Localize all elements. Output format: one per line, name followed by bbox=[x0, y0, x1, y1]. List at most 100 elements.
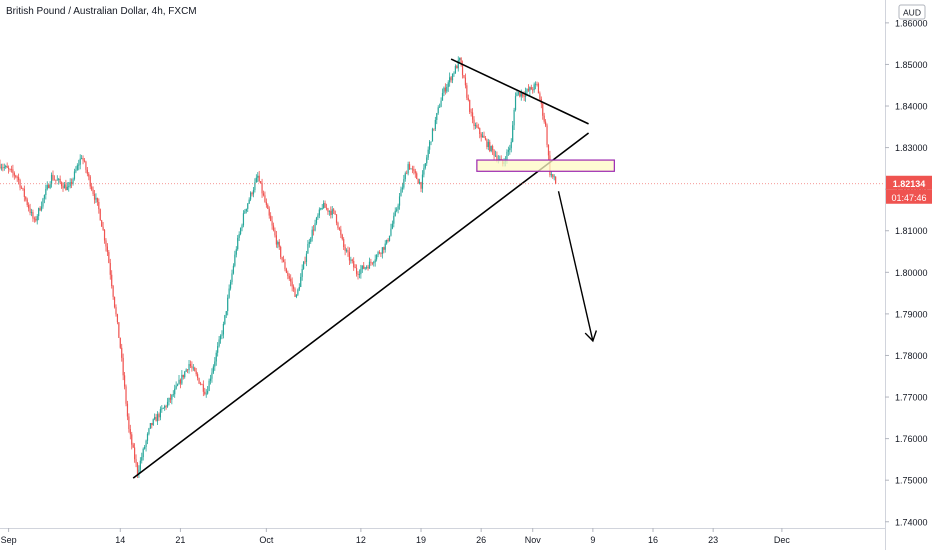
candle bbox=[374, 254, 376, 267]
currency-badge-label: AUD bbox=[903, 8, 921, 18]
candle bbox=[255, 174, 257, 183]
candle-body bbox=[295, 294, 298, 297]
candle-body bbox=[408, 164, 411, 170]
candle bbox=[534, 81, 537, 90]
candle bbox=[7, 165, 10, 174]
candle-body bbox=[489, 141, 491, 152]
candle-body bbox=[343, 239, 345, 248]
candle bbox=[287, 270, 289, 280]
candle-body bbox=[523, 95, 525, 97]
y-tick-label: 1.78000 bbox=[895, 351, 928, 361]
candle bbox=[132, 442, 134, 448]
candle-body bbox=[348, 252, 351, 261]
candle bbox=[397, 203, 399, 214]
candle bbox=[355, 264, 358, 277]
candle bbox=[169, 393, 172, 403]
candle-body bbox=[477, 127, 479, 129]
candle bbox=[297, 288, 299, 297]
candle bbox=[460, 57, 462, 67]
candle bbox=[52, 170, 54, 181]
candle-body bbox=[211, 372, 213, 379]
candle-body bbox=[471, 112, 474, 120]
candle-body bbox=[506, 151, 508, 161]
candle bbox=[353, 257, 355, 271]
candle bbox=[414, 168, 416, 178]
candle-body bbox=[83, 160, 86, 162]
candle-body bbox=[444, 87, 446, 92]
candle bbox=[75, 166, 77, 174]
candle-body bbox=[457, 59, 459, 69]
candle-body bbox=[192, 367, 194, 369]
candle bbox=[197, 372, 199, 381]
candle bbox=[288, 273, 290, 281]
candle-body bbox=[555, 176, 557, 184]
candle-body bbox=[2, 167, 4, 169]
candle-body bbox=[119, 337, 121, 348]
candle bbox=[254, 178, 256, 193]
candle bbox=[507, 146, 509, 156]
candle bbox=[25, 196, 27, 202]
candle-body bbox=[93, 193, 96, 200]
candle bbox=[55, 179, 57, 185]
candle bbox=[403, 174, 405, 190]
candle-body bbox=[191, 366, 193, 368]
candle-body bbox=[91, 186, 93, 190]
candle-body bbox=[509, 148, 511, 151]
candle-body bbox=[308, 241, 310, 244]
currency-badge-box bbox=[898, 4, 926, 20]
candle-body bbox=[446, 87, 448, 92]
candle bbox=[172, 390, 174, 397]
candle-body bbox=[370, 261, 372, 263]
candle-body bbox=[496, 155, 498, 161]
candle-body bbox=[467, 97, 469, 101]
candle-body bbox=[371, 262, 373, 264]
candle-body bbox=[218, 339, 220, 347]
candle bbox=[16, 175, 18, 182]
candle bbox=[344, 244, 346, 256]
candle-body bbox=[165, 405, 167, 407]
x-tick-label: Sep bbox=[1, 535, 17, 545]
candle-body bbox=[534, 83, 537, 85]
candle bbox=[23, 185, 25, 202]
candle bbox=[450, 75, 452, 83]
candle-body bbox=[3, 167, 5, 168]
candle bbox=[387, 238, 389, 243]
candle bbox=[202, 380, 204, 397]
candle-body bbox=[146, 433, 149, 441]
candle bbox=[467, 94, 469, 102]
candle-body bbox=[410, 168, 412, 170]
candle bbox=[443, 86, 445, 97]
candle bbox=[126, 400, 129, 421]
candle bbox=[471, 108, 474, 124]
candle bbox=[307, 240, 309, 254]
candle bbox=[116, 313, 119, 325]
candle-body bbox=[229, 282, 232, 289]
candle-body bbox=[82, 158, 84, 161]
candle-body bbox=[79, 158, 81, 165]
y-tick-label: 1.76000 bbox=[895, 434, 928, 444]
candle-body bbox=[429, 141, 431, 150]
candle bbox=[418, 178, 421, 185]
candle bbox=[93, 190, 96, 204]
candle-body bbox=[156, 414, 159, 422]
candle bbox=[228, 284, 230, 299]
candle-body bbox=[514, 96, 517, 110]
candle-body bbox=[401, 187, 404, 190]
candle-body bbox=[291, 281, 293, 287]
candle-body bbox=[46, 185, 48, 190]
candle-body bbox=[324, 203, 326, 208]
candle bbox=[393, 212, 395, 228]
candle bbox=[188, 359, 190, 374]
candle bbox=[476, 122, 478, 129]
candle bbox=[211, 368, 213, 383]
candle-body bbox=[45, 189, 47, 196]
candle-body bbox=[272, 225, 275, 231]
candle bbox=[416, 171, 418, 180]
candle-body bbox=[347, 250, 349, 253]
candle bbox=[260, 180, 262, 184]
candle-body bbox=[142, 448, 144, 458]
candle-body bbox=[490, 146, 492, 152]
candle-body bbox=[424, 163, 426, 168]
candle-body bbox=[464, 77, 467, 86]
